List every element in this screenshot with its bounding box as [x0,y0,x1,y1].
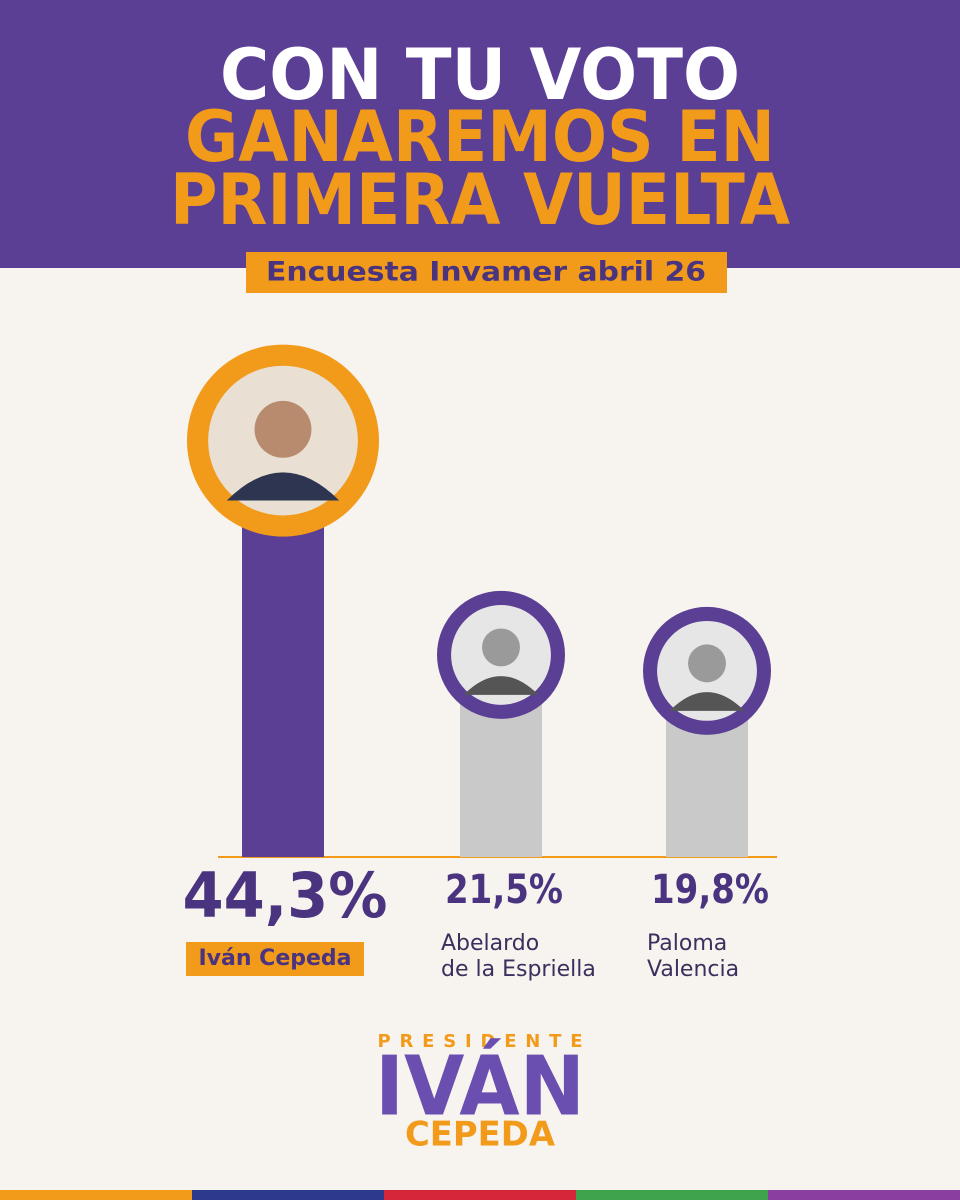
subtitle-box [246,252,727,293]
title-line: CON TU VOTO [220,34,740,116]
title-line: PRIMERA VUELTA [170,159,790,241]
stripe [0,1190,192,1200]
photo-head [688,644,726,683]
header-band [0,0,960,268]
footer-kicker: PRESIDENTE [378,1031,583,1052]
name-box [186,942,364,976]
value-label: 21,5% [445,867,563,913]
photo-head [482,628,520,667]
value-label: 19,8% [651,867,769,913]
stripe [192,1190,384,1200]
photo-body [669,692,745,711]
value-label: 44,3% [183,859,388,932]
title-line: GANAREMOS EN [185,96,775,178]
stripe [384,1190,576,1200]
photo-body [226,472,340,501]
category-label: Paloma Valencia [647,931,740,982]
footer-name: IVÁN [375,1037,585,1134]
subtitle: Encuesta Invamer abril 26 [266,257,706,288]
category-label: Abelardo de la Espriella [441,931,596,982]
photo-body [463,676,539,695]
stripe [576,1190,768,1200]
stripe [768,1190,960,1200]
footer-surname: CEPEDA [405,1115,556,1155]
photo-head [254,400,312,458]
category-label: Iván Cepeda [198,946,352,971]
